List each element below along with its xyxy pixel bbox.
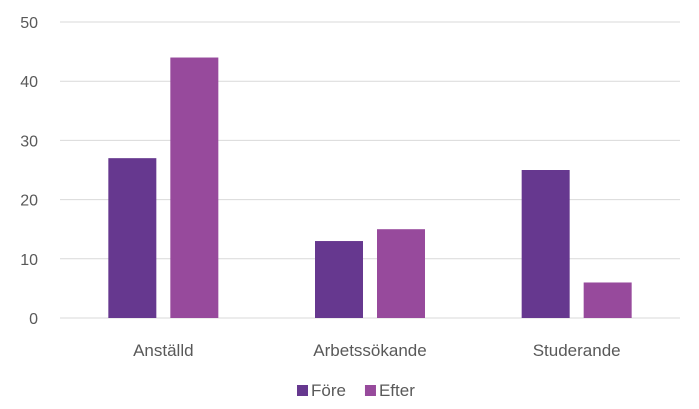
y-tick-label: 40: [20, 74, 38, 91]
legend: Före Efter: [297, 381, 415, 400]
bar-fore-1: [315, 241, 363, 318]
bar-efter-0: [170, 57, 219, 319]
legend-swatch: [364, 385, 376, 396]
legend-swatch: [297, 385, 308, 396]
x-tick-label: Arbetssökande: [313, 341, 426, 360]
bar-efter-2: [583, 282, 632, 318]
legend-label: Före: [311, 381, 346, 400]
x-tick-label: Studerande: [533, 341, 621, 360]
y-tick-label: 30: [20, 133, 38, 150]
bar-fore-2: [521, 170, 570, 318]
legend-label: Efter: [379, 381, 415, 400]
x-tick-label: Anställd: [133, 341, 193, 360]
y-tick-label: 50: [20, 15, 38, 32]
y-tick-label: 0: [29, 311, 38, 328]
y-tick-label: 10: [20, 252, 38, 269]
bars: [108, 57, 632, 319]
bar-efter-1: [377, 229, 425, 318]
gridlines: [60, 21, 680, 319]
y-axis-tick-labels: 0 10 20 30 40 50: [20, 15, 38, 328]
bar-fore-0: [108, 158, 157, 318]
x-axis-tick-labels: Anställd Arbetssökande Studerande: [133, 341, 621, 360]
y-tick-label: 20: [20, 193, 38, 210]
